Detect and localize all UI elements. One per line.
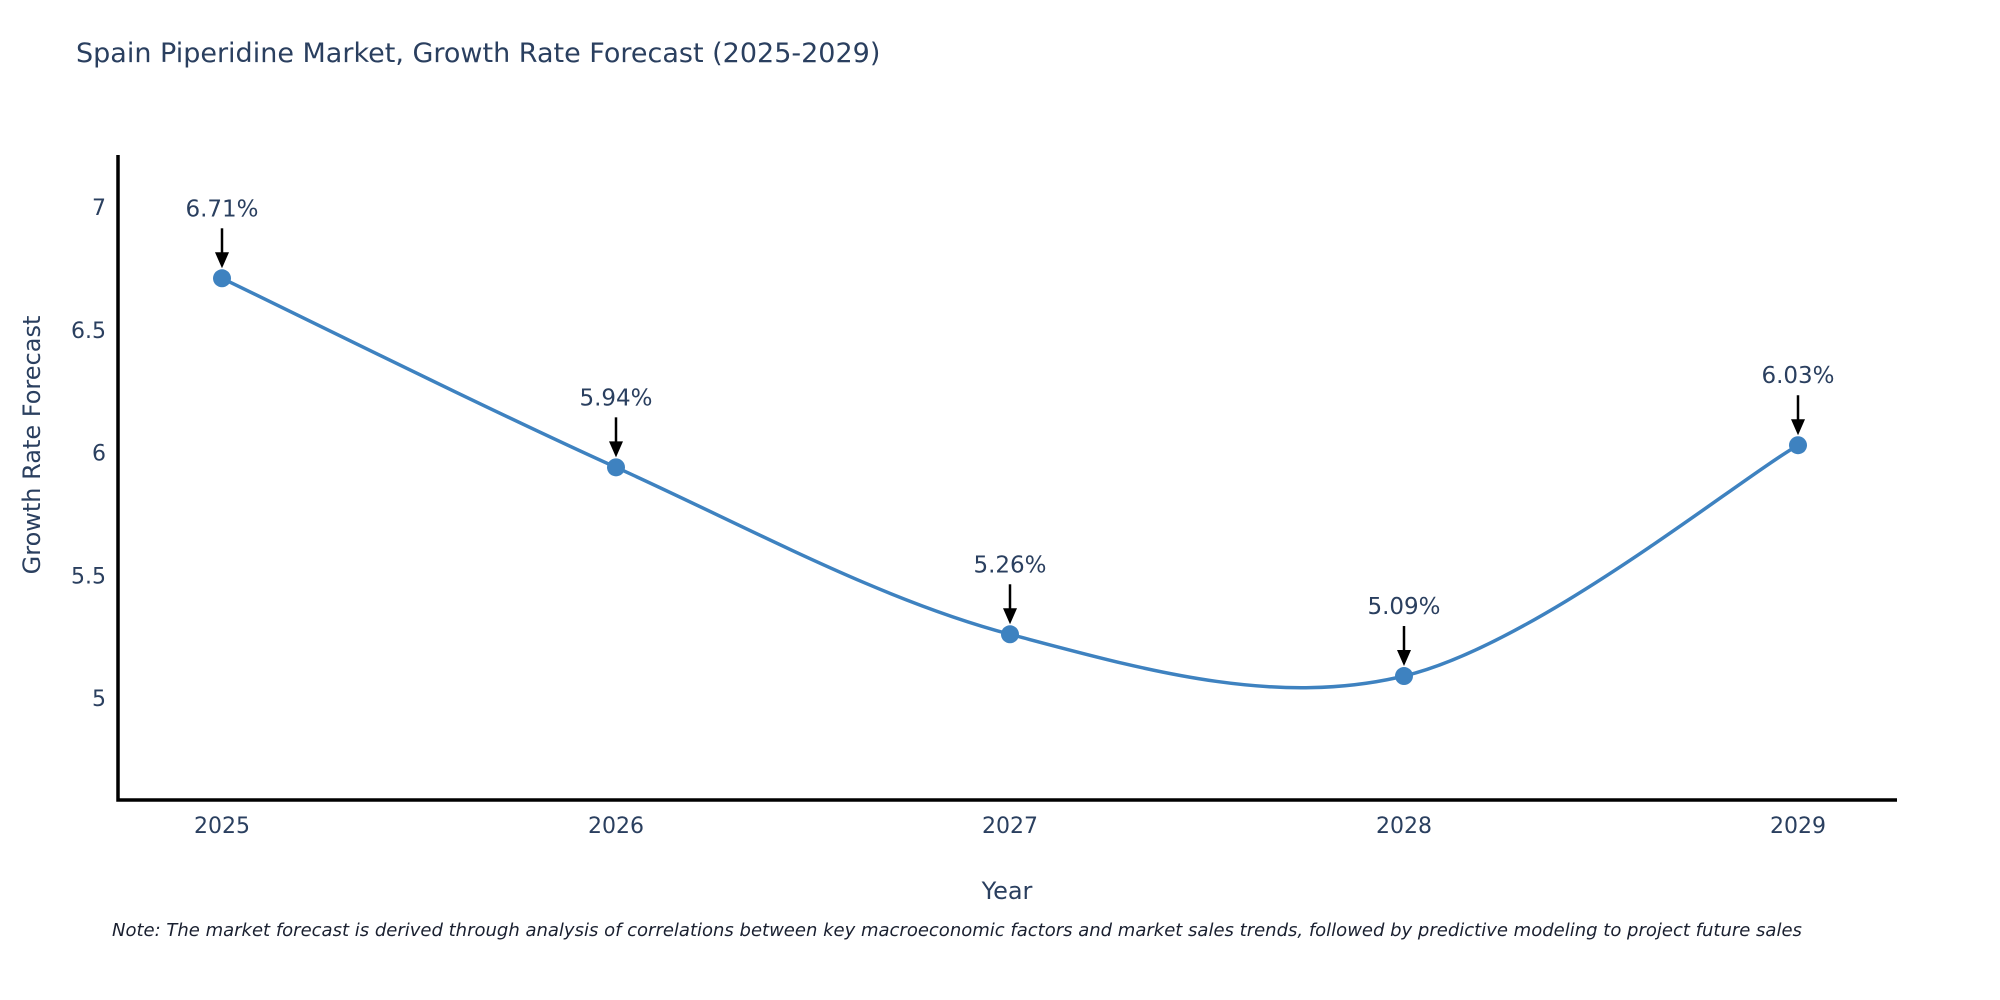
point-annotation-label: 5.09%: [1367, 594, 1440, 620]
y-tick-label: 5.5: [71, 564, 106, 589]
point-annotation-label: 5.26%: [973, 552, 1046, 578]
annotation-arrow-head: [1397, 650, 1411, 667]
x-axis-title: Year: [981, 877, 1033, 905]
data-point-marker: [607, 458, 625, 477]
chart-title: Spain Piperidine Market, Growth Rate For…: [76, 38, 881, 69]
point-annotation: 6.03%: [1761, 363, 1835, 436]
x-tick-label: 2029: [1770, 814, 1826, 839]
x-tick-label: 2027: [982, 814, 1038, 839]
annotation-arrow-head: [1791, 419, 1805, 436]
y-tick-label: 5: [92, 687, 106, 712]
x-tick-label: 2026: [588, 814, 644, 839]
y-tick-label: 6: [92, 442, 106, 467]
annotation-arrow-head: [1003, 608, 1017, 625]
annotation-arrow-head: [215, 252, 229, 269]
data-point-marker: [1001, 625, 1019, 644]
footnote: Note: The market forecast is derived thr…: [112, 920, 1802, 941]
x-tick-label: 2025: [194, 814, 250, 839]
point-annotation-label: 5.94%: [579, 385, 652, 411]
data-point-marker: [213, 269, 231, 288]
point-annotation: 5.94%: [579, 385, 653, 458]
annotation-arrow-head: [609, 441, 623, 458]
point-annotation: 5.09%: [1367, 594, 1441, 667]
point-annotation: 5.26%: [973, 552, 1047, 625]
y-tick-label: 6.5: [71, 319, 106, 344]
data-point-marker: [1395, 667, 1413, 686]
x-tick-label: 2028: [1376, 814, 1432, 839]
point-annotation-label: 6.71%: [185, 196, 258, 222]
point-annotation: 6.71%: [185, 196, 259, 269]
y-tick-label: 7: [92, 196, 106, 221]
data-point-marker: [1789, 436, 1807, 455]
point-annotation-label: 6.03%: [1761, 363, 1834, 389]
axis-lines: [116, 155, 1897, 802]
